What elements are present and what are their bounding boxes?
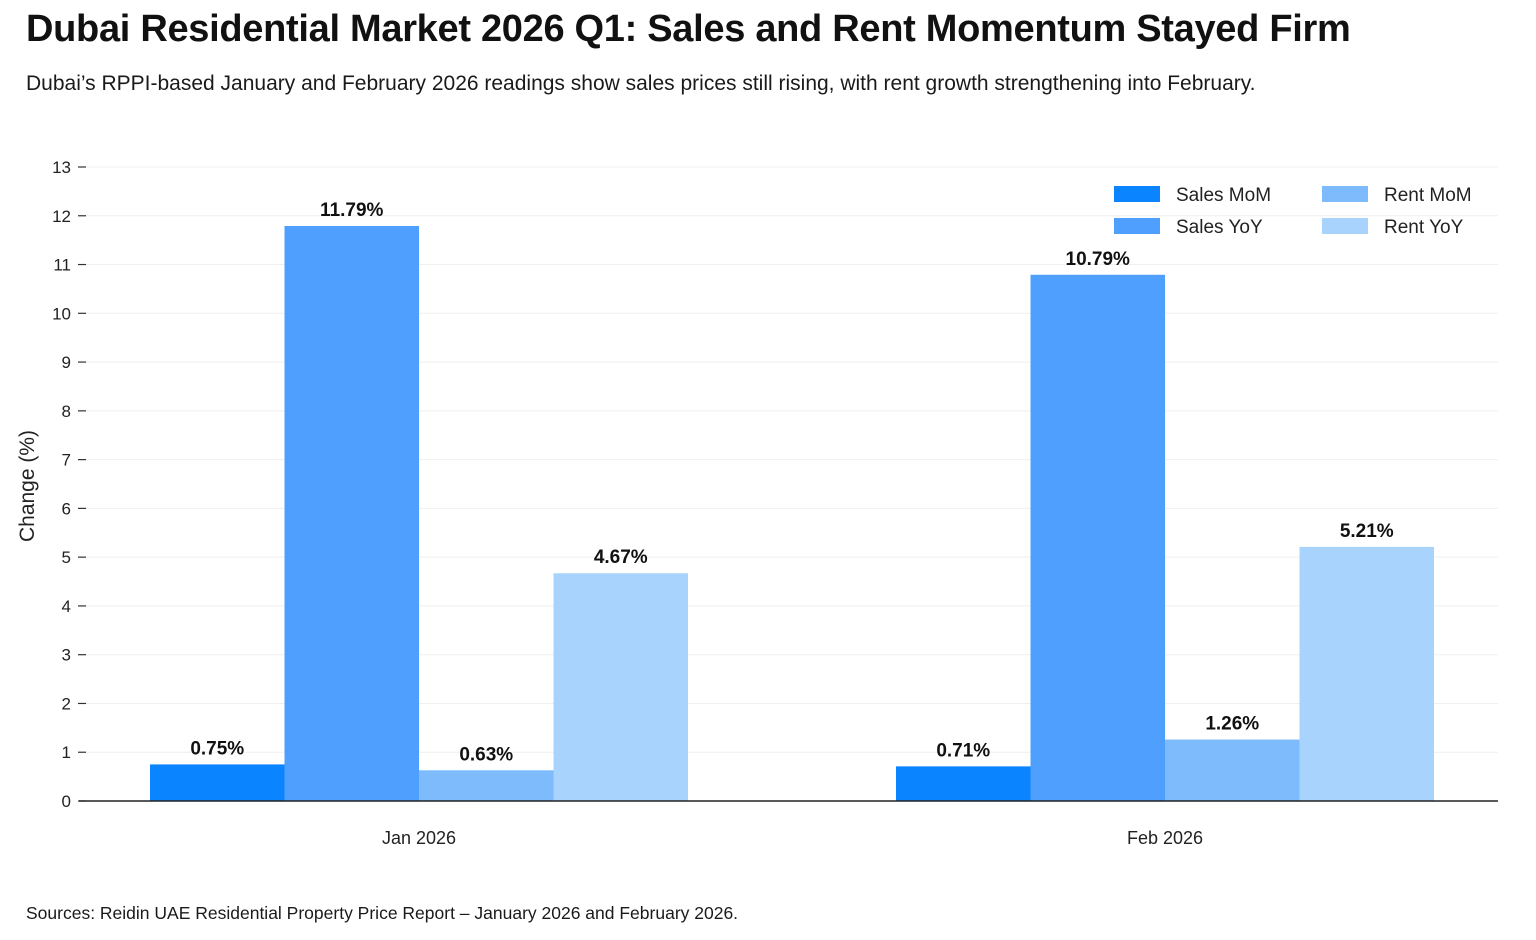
data-label: 0.63% <box>459 744 513 765</box>
y-tick-label: 7 <box>62 451 71 470</box>
x-tick-label: Feb 2026 <box>1127 828 1203 848</box>
bars <box>150 226 1434 802</box>
y-tick-label: 5 <box>62 548 71 567</box>
data-label: 10.79% <box>1066 249 1131 270</box>
bar <box>553 573 688 801</box>
data-label: 11.79% <box>320 200 383 221</box>
legend: Sales MoM Sales YoY Rent MoM Rent YoY <box>1114 185 1472 238</box>
bar <box>1030 274 1165 801</box>
y-tick-label: 1 <box>62 743 71 762</box>
legend-label: Sales MoM <box>1176 185 1271 206</box>
y-tick-label: 2 <box>62 694 71 713</box>
y-tick-label: 4 <box>62 597 71 616</box>
chart-title: Dubai Residential Market 2026 Q1: Sales … <box>26 8 1351 50</box>
y-tick-label: 6 <box>62 499 71 518</box>
chart-subtitle: Dubai’s RPPI-based January and February … <box>26 72 1256 95</box>
y-tick-label: 0 <box>62 792 71 811</box>
y-tick-label: 13 <box>52 158 71 177</box>
source-note: Sources: Reidin UAE Residential Property… <box>26 903 739 923</box>
y-axis-title: Change (%) <box>16 430 39 542</box>
legend-label: Rent MoM <box>1384 185 1472 206</box>
legend-label: Rent YoY <box>1384 217 1464 238</box>
data-label: 5.21% <box>1340 521 1394 542</box>
legend-swatch <box>1114 218 1160 234</box>
bar <box>1165 739 1300 801</box>
y-tick-label: 9 <box>62 353 71 372</box>
bar <box>284 226 419 802</box>
legend-label: Sales YoY <box>1176 217 1263 238</box>
data-label: 1.26% <box>1205 714 1259 735</box>
data-label: 4.67% <box>594 547 648 568</box>
data-label: 0.71% <box>936 740 990 761</box>
x-tick-label: Jan 2026 <box>382 828 456 848</box>
data-labels: 0.75% 11.79% 0.63% 4.67% 0.71% 10.79% 1.26% 5.2… <box>190 200 1393 765</box>
bar <box>419 770 554 801</box>
bar <box>150 764 285 801</box>
legend-swatch <box>1114 186 1160 202</box>
bar <box>896 766 1031 801</box>
legend-swatch <box>1322 186 1368 202</box>
y-tick-label: 11 <box>53 256 71 275</box>
bar <box>1299 546 1434 801</box>
y-tick-label: 12 <box>52 207 71 226</box>
y-tick-label: 3 <box>62 646 71 665</box>
y-tick-label: 10 <box>52 304 71 323</box>
legend-swatch <box>1322 218 1368 234</box>
data-label: 0.75% <box>190 738 244 759</box>
y-tick-label: 8 <box>62 402 71 421</box>
